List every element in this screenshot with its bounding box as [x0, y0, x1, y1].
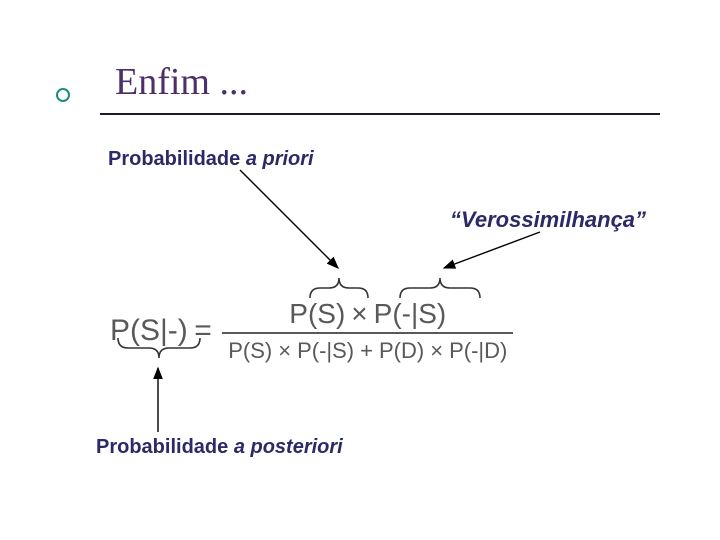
- braces-group: [118, 278, 480, 358]
- annotation-layer: [0, 0, 720, 540]
- arrows-group: [158, 170, 540, 432]
- slide: Enfim ... Probabilidade a priori “Veross…: [0, 0, 720, 540]
